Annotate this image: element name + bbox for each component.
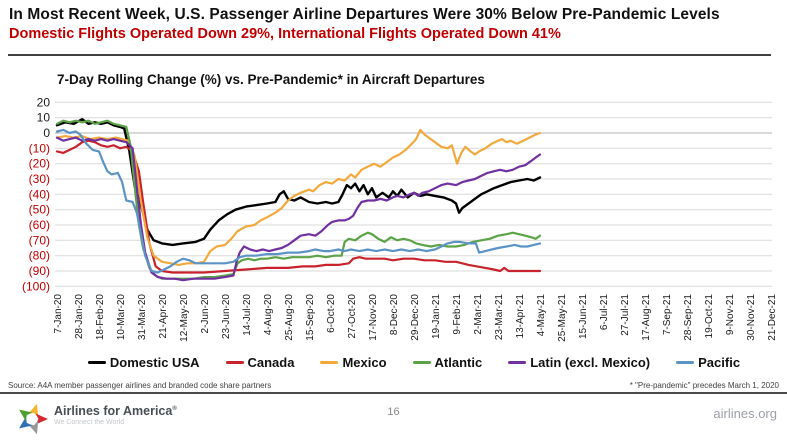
x-tick-label: 21-Apr-20 bbox=[158, 294, 169, 339]
x-tick-label: 25-Aug-20 bbox=[284, 294, 295, 341]
series-line-latin-excl-mexico bbox=[55, 136, 542, 282]
departures-line-chart: 20 100(10) (20)(30)(40) (50)(60)(70) (80)(90… bbox=[22, 95, 778, 342]
x-tick-label: 12-May-20 bbox=[179, 294, 190, 342]
legend-item: Pacific bbox=[676, 355, 740, 370]
chart-title: 7-Day Rolling Change (%) vs. Pre-Pandemi… bbox=[57, 72, 485, 87]
brand-reg-mark: ® bbox=[172, 405, 177, 412]
website-link[interactable]: airlines.org bbox=[713, 406, 777, 421]
x-tick-label: 4-May-21 bbox=[536, 294, 547, 337]
y-tick-label: (40) bbox=[29, 187, 50, 201]
series-line-mexico bbox=[55, 128, 542, 266]
series-line-atlantic bbox=[55, 119, 542, 280]
footnotes-row: Source: A4A member passenger airlines an… bbox=[8, 381, 779, 390]
y-tick-label: (70) bbox=[29, 233, 50, 247]
x-tick-label: 31-Mar-20 bbox=[137, 294, 148, 341]
x-tick-label: 21-Dec-21 bbox=[767, 294, 778, 341]
x-tick-label: 28-Sep-21 bbox=[683, 294, 694, 341]
logo-plane-icon bbox=[27, 403, 39, 418]
y-tick-label: 0 bbox=[43, 126, 50, 140]
page-subtitle: Domestic Flights Operated Down 29%, Inte… bbox=[9, 26, 561, 42]
slide-header: In Most Recent Week, U.S. Passenger Airl… bbox=[9, 6, 778, 42]
logo-plane-icon bbox=[35, 413, 48, 425]
source-note: Source: A4A member passenger airlines an… bbox=[8, 381, 272, 390]
legend-label: Canada bbox=[247, 355, 295, 370]
x-tick-label: 15-Jun-21 bbox=[578, 294, 589, 339]
x-tick-label: 18-Feb-20 bbox=[95, 294, 106, 341]
y-tick-label: (30) bbox=[29, 172, 50, 186]
x-tick-label: 4-Aug-20 bbox=[263, 294, 274, 336]
x-tick-label: 17-Aug-21 bbox=[641, 294, 652, 341]
x-tick-label: 19-Oct-21 bbox=[704, 294, 715, 339]
y-tick-label: (100) bbox=[22, 279, 50, 293]
x-tick-label: 29-Dec-20 bbox=[410, 294, 421, 341]
x-tick-label: 6-Oct-20 bbox=[326, 294, 337, 333]
brand-block: Airlines for America® We Connect the Wor… bbox=[54, 404, 177, 426]
logo-plane-icon bbox=[19, 409, 33, 422]
x-tick-label: 9-Feb-21 bbox=[452, 294, 463, 335]
x-tick-label: 17-Nov-20 bbox=[368, 294, 379, 341]
x-tick-label: 2-Mar-21 bbox=[473, 294, 484, 335]
logo-plane-icon bbox=[27, 420, 39, 435]
x-tick-label: 13-Apr-21 bbox=[515, 294, 526, 339]
x-tick-label: 14-Jul-20 bbox=[242, 294, 253, 336]
page-title: In Most Recent Week, U.S. Passenger Airl… bbox=[9, 6, 720, 23]
x-tick-label: 23-Mar-21 bbox=[494, 294, 505, 341]
x-tick-label: 28-Jan-20 bbox=[74, 294, 85, 339]
legend-label: Pacific bbox=[698, 355, 741, 370]
prepandemic-note: * "Pre-pandemic" precedes March 1, 2020 bbox=[629, 381, 779, 390]
x-tick-label: 27-Oct-20 bbox=[347, 294, 358, 339]
legend-swatch-icon bbox=[508, 360, 527, 365]
x-tick-label: 2-Jun-20 bbox=[200, 294, 211, 334]
brand-tagline: We Connect the World bbox=[54, 419, 125, 426]
x-tick-label: 15-Sep-20 bbox=[305, 294, 316, 341]
brand-name: Airlines for America bbox=[54, 404, 173, 418]
legend-item: Canada bbox=[225, 355, 295, 370]
y-tick-label: (50) bbox=[29, 203, 50, 217]
series-line-pacific bbox=[55, 128, 542, 274]
airlines-for-america-logo-icon bbox=[19, 403, 48, 435]
legend-swatch-icon bbox=[87, 360, 106, 365]
x-tick-label: 6-Jul-21 bbox=[599, 294, 610, 331]
x-tick-label: 27-Jul-21 bbox=[620, 294, 631, 336]
legend-item: Latin (excl. Mexico) bbox=[508, 355, 650, 370]
legend-swatch-icon bbox=[320, 360, 339, 365]
footer-divider bbox=[0, 392, 787, 394]
x-tick-label: 25-May-21 bbox=[557, 294, 568, 342]
x-tick-label: 9-Nov-21 bbox=[725, 294, 736, 336]
y-tick-label: (10) bbox=[29, 141, 50, 155]
legend-label: Mexico bbox=[342, 355, 387, 370]
page-number: 16 bbox=[387, 406, 400, 418]
y-tick-label: 20 bbox=[37, 95, 51, 109]
legend-swatch-icon bbox=[412, 360, 431, 365]
x-tick-label: 8-Dec-20 bbox=[389, 294, 400, 336]
legend-item: Atlantic bbox=[412, 355, 483, 370]
x-tick-label: 7-Jan-20 bbox=[53, 294, 64, 334]
x-tick-label: 10-Mar-20 bbox=[116, 294, 127, 341]
y-tick-label: (90) bbox=[29, 264, 50, 278]
header-divider bbox=[8, 54, 771, 56]
footer: Airlines for America® We Connect the Wor… bbox=[0, 398, 787, 442]
legend-swatch-icon bbox=[676, 360, 695, 365]
x-tick-label: 19-Jan-21 bbox=[431, 294, 442, 339]
logo-plane-icon bbox=[19, 416, 33, 429]
legend-item: Domestic USA bbox=[87, 355, 200, 370]
legend-label: Domestic USA bbox=[109, 355, 200, 370]
x-tick-label: 23-Jun-20 bbox=[221, 294, 232, 339]
series-line-canada bbox=[55, 139, 542, 274]
legend-swatch-icon bbox=[225, 360, 244, 365]
y-tick-label: (80) bbox=[29, 249, 50, 263]
chart-legend: Domestic USA Canada Mexico Atlantic Latin (e… bbox=[55, 355, 773, 370]
y-tick-label: (60) bbox=[29, 218, 50, 232]
x-tick-label: 7-Sep-21 bbox=[662, 294, 673, 336]
legend-label: Atlantic bbox=[434, 355, 483, 370]
x-tick-label: 30-Nov-21 bbox=[746, 294, 757, 341]
legend-item: Mexico bbox=[320, 355, 387, 370]
y-tick-label: 10 bbox=[37, 111, 51, 125]
legend-label: Latin (excl. Mexico) bbox=[530, 355, 651, 370]
y-tick-label: (20) bbox=[29, 157, 50, 171]
